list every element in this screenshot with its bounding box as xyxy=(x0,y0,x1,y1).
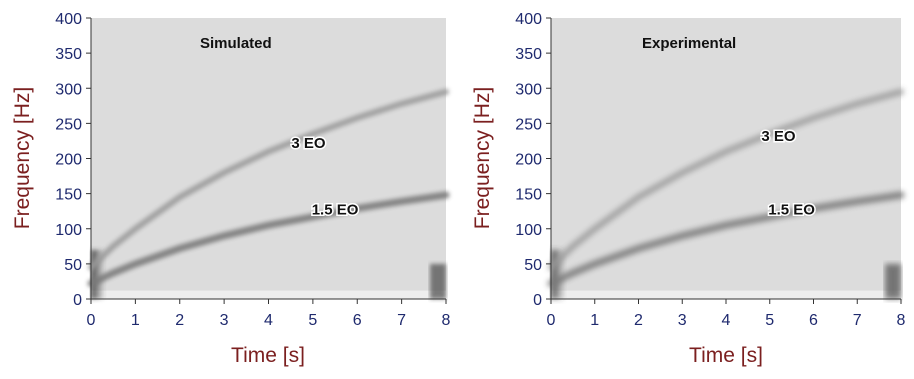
y-tick-label: 50 xyxy=(524,257,542,274)
y-tick-label: 250 xyxy=(55,116,82,133)
y-tick-label: 100 xyxy=(55,222,82,239)
y-axis: 0 50 100 150 200 250 300 350 400 xyxy=(55,11,92,309)
y-tick-label: 50 xyxy=(64,257,82,274)
y-tick-label: 100 xyxy=(515,222,542,239)
x-tick-label: 5 xyxy=(308,312,317,329)
spectrogram-traces xyxy=(547,88,905,299)
y-tick-label: 400 xyxy=(55,11,82,28)
series-trace-1-5-eo xyxy=(87,191,450,287)
annotation-label: 1.5 EO xyxy=(768,202,815,219)
y-tick-label: 150 xyxy=(55,187,82,204)
x-axis: 0 1 2 3 4 5 6 7 8 xyxy=(547,298,906,329)
annotations: 3 EO 1.5 EO xyxy=(760,126,817,220)
x-tick-label: 2 xyxy=(175,312,184,329)
x-tick-label: 3 xyxy=(220,312,229,329)
panel-experimental: 0 1 2 3 4 5 6 7 8 0 50 100 150 200 250 300 350 400 Exper… xyxy=(471,11,906,367)
x-tick-label: 4 xyxy=(264,312,273,329)
y-tick-label: 300 xyxy=(515,81,542,98)
annotation-label: 1.5 EO xyxy=(312,202,359,219)
series-trace-1-5-eo xyxy=(547,191,905,287)
y-tick-label: 400 xyxy=(515,11,542,28)
annotation-label: 3 EO xyxy=(761,128,796,145)
x-tick-label: 1 xyxy=(131,312,140,329)
baseline-band xyxy=(91,290,446,299)
y-axis: 0 50 100 150 200 250 300 350 400 xyxy=(515,11,552,309)
x-tick-label: 7 xyxy=(397,312,406,329)
x-tick-label: 8 xyxy=(897,312,906,329)
annotation-label: 3 EO xyxy=(291,135,326,152)
chart-title: Simulated xyxy=(200,35,272,52)
y-tick-label: 200 xyxy=(55,152,82,169)
y-tick-label: 350 xyxy=(515,46,542,63)
y-axis-label: Frequency [Hz] xyxy=(11,87,34,229)
plot-area xyxy=(91,18,446,299)
x-axis-label: Time [s] xyxy=(689,344,763,367)
x-tick-label: 3 xyxy=(678,312,687,329)
x-tick-label: 8 xyxy=(442,312,451,329)
y-tick-label: 0 xyxy=(533,292,542,309)
x-tick-label: 6 xyxy=(353,312,362,329)
x-axis: 0 1 2 3 4 5 6 7 8 xyxy=(87,298,451,329)
x-tick-label: 0 xyxy=(87,312,96,329)
high-time-energy xyxy=(885,263,901,299)
x-axis-label: Time [s] xyxy=(231,344,305,367)
plot-area xyxy=(551,18,901,299)
chart-title: Experimental xyxy=(642,35,736,52)
y-tick-label: 300 xyxy=(55,81,82,98)
y-tick-label: 350 xyxy=(55,46,82,63)
y-tick-label: 150 xyxy=(515,187,542,204)
high-time-energy xyxy=(430,263,446,299)
x-tick-label: 2 xyxy=(634,312,643,329)
annotations: 3 EO 1.5 EO xyxy=(290,133,360,220)
x-tick-label: 4 xyxy=(722,312,731,329)
baseline-band xyxy=(551,290,901,299)
y-axis-label: Frequency [Hz] xyxy=(471,87,494,229)
y-tick-label: 250 xyxy=(515,116,542,133)
x-tick-label: 0 xyxy=(547,312,556,329)
x-tick-label: 7 xyxy=(853,312,862,329)
y-tick-label: 0 xyxy=(73,292,82,309)
series-trace-3-eo xyxy=(548,88,904,271)
x-tick-label: 6 xyxy=(809,312,818,329)
panel-simulated: 0 1 2 3 4 5 6 7 8 0 50 100 150 200 250 300 350 400 Simul… xyxy=(11,11,451,367)
x-tick-label: 1 xyxy=(590,312,599,329)
x-tick-label: 5 xyxy=(765,312,774,329)
series-trace-3-eo xyxy=(88,88,449,271)
y-tick-label: 200 xyxy=(515,152,542,169)
spectrogram-traces xyxy=(87,88,450,299)
